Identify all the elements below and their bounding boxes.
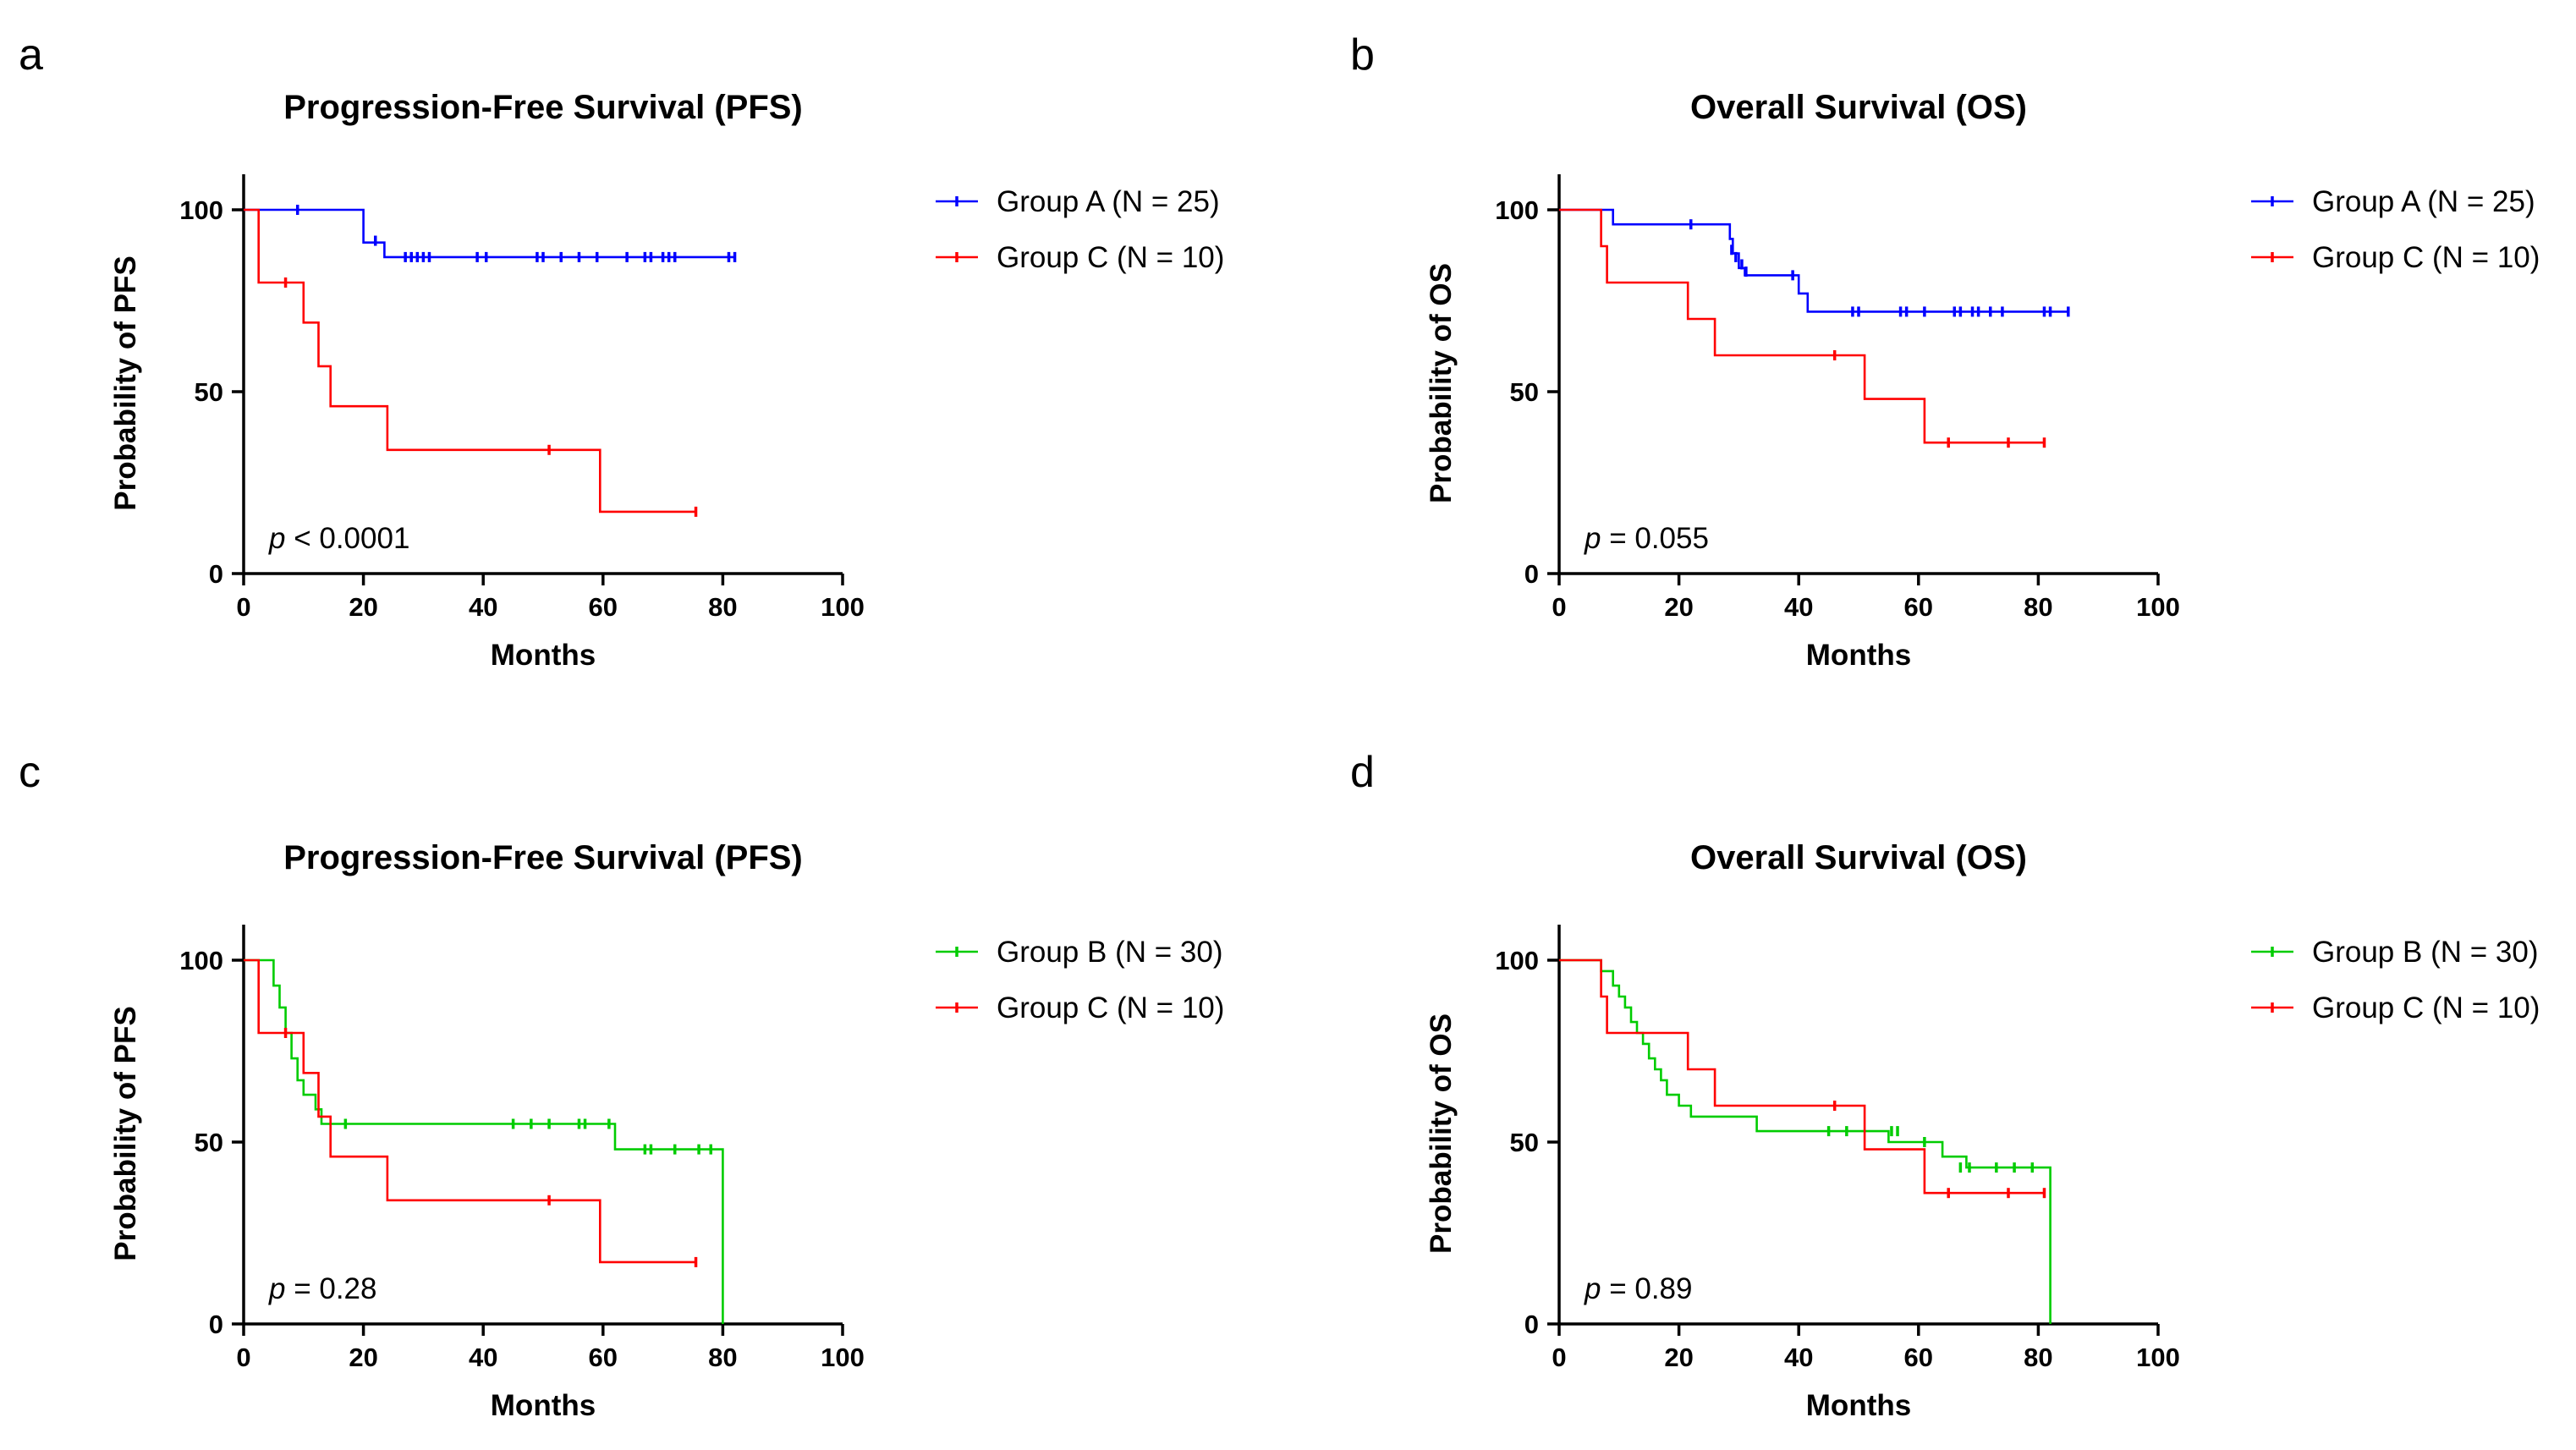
legend-label: Group C (N = 10)	[997, 991, 1224, 1024]
x-tick-label: 100	[821, 592, 865, 622]
series-0: Group A (N = 25)	[1559, 185, 2535, 317]
x-tick-label: 60	[589, 1343, 618, 1372]
series-0: Group A (N = 25)	[244, 185, 1220, 262]
panel-c: c Progression-Free Survival (PFS) 0 20 40 60 8…	[19, 748, 1224, 1422]
survival-curve	[1559, 958, 2045, 1195]
series-1: Group C (N = 10)	[1559, 208, 2540, 448]
x-tick-label: 20	[349, 592, 377, 622]
y-tick-label: 100	[179, 195, 223, 225]
chart-title: Overall Survival (OS)	[1690, 89, 2027, 126]
panel-letter: b	[1350, 30, 1375, 80]
survival-curve	[244, 958, 696, 1264]
series-1: Group C (N = 10)	[244, 958, 1224, 1267]
x-tick-label: 100	[2136, 1343, 2180, 1372]
p-value: < 0.0001	[285, 522, 409, 555]
panel-a: a Progression-Free Survival (PFS) 0 20 40 60 8…	[19, 30, 1224, 672]
y-tick-label: 100	[1495, 946, 1539, 975]
chart-title: Progression-Free Survival (PFS)	[283, 89, 803, 126]
y-tick-label: 0	[1524, 559, 1539, 589]
panel-letter: c	[19, 748, 41, 797]
y-tick-label: 50	[1510, 1128, 1539, 1157]
x-axis-title: Months	[491, 639, 596, 672]
series-0: Group B (N = 30)	[244, 936, 1222, 1324]
x-tick-label: 0	[1552, 592, 1566, 622]
x-tick-label: 80	[2024, 592, 2052, 622]
p-symbol: p	[268, 1272, 285, 1305]
x-axis-title: Months	[1806, 639, 1911, 672]
survival-curve	[1559, 958, 2051, 1324]
y-axis-title: Probability of PFS	[109, 1006, 142, 1261]
p-symbol: p	[268, 522, 285, 555]
p-value: = 0.28	[285, 1272, 376, 1305]
x-tick-label: 0	[236, 592, 250, 622]
y-tick-label: 0	[209, 1310, 223, 1339]
legend-label: Group B (N = 30)	[2312, 936, 2538, 969]
series-1: Group C (N = 10)	[1559, 958, 2540, 1199]
y-tick-label: 50	[195, 377, 223, 407]
p-value-annotation: p = 0.89	[1584, 1272, 1692, 1305]
x-tick-label: 100	[2136, 592, 2180, 622]
x-tick-label: 80	[708, 1343, 737, 1372]
survival-curve	[244, 208, 696, 514]
series-1: Group C (N = 10)	[244, 208, 1224, 517]
x-axis-title: Months	[491, 1389, 596, 1422]
y-tick-label: 0	[209, 559, 223, 589]
x-tick-label: 80	[708, 592, 737, 622]
legend-label: Group A (N = 25)	[997, 185, 1220, 218]
p-symbol: p	[1584, 522, 1601, 555]
panel-d: d Overall Survival (OS) 0 20 40 60 80 100 0 50 100…	[1350, 748, 2540, 1422]
x-tick-label: 20	[349, 1343, 377, 1372]
x-tick-label: 60	[1904, 1343, 1933, 1372]
legend-label: Group A (N = 25)	[2312, 185, 2535, 218]
legend-label: Group C (N = 10)	[997, 241, 1224, 274]
x-tick-label: 40	[1784, 1343, 1813, 1372]
chart-title: Overall Survival (OS)	[1690, 839, 2027, 876]
survival-curve	[244, 958, 724, 1324]
y-tick-label: 50	[1510, 377, 1539, 407]
chart-title: Progression-Free Survival (PFS)	[283, 839, 803, 876]
legend-label: Group C (N = 10)	[2312, 991, 2540, 1024]
survival-curve	[1559, 208, 2045, 444]
x-tick-label: 0	[236, 1343, 250, 1372]
y-tick-label: 100	[179, 946, 223, 975]
p-value-annotation: p = 0.28	[268, 1272, 376, 1305]
y-tick-label: 50	[195, 1128, 223, 1157]
x-tick-label: 40	[1784, 592, 1813, 622]
y-axis-title: Probability of PFS	[109, 255, 142, 510]
survival-curve	[244, 208, 735, 259]
x-tick-label: 20	[1664, 1343, 1693, 1372]
x-tick-label: 40	[469, 1343, 497, 1372]
x-tick-label: 40	[469, 592, 497, 622]
x-tick-label: 60	[589, 592, 618, 622]
legend-label: Group B (N = 30)	[997, 936, 1222, 969]
p-value-annotation: p = 0.055	[1584, 522, 1709, 555]
p-symbol: p	[1584, 1272, 1601, 1305]
panel-letter: a	[19, 30, 43, 80]
p-value-annotation: p < 0.0001	[268, 522, 409, 555]
x-tick-label: 0	[1552, 1343, 1566, 1372]
survival-curve	[1559, 208, 2068, 313]
x-tick-label: 20	[1664, 592, 1693, 622]
p-value: = 0.89	[1601, 1272, 1692, 1305]
x-axis-title: Months	[1806, 1389, 1911, 1422]
y-tick-label: 0	[1524, 1310, 1539, 1339]
y-axis-title: Probability of OS	[1425, 263, 1458, 503]
panel-b: b Overall Survival (OS) 0 20 40 60 80 100 0 50 100…	[1350, 30, 2540, 672]
series-0: Group B (N = 30)	[1559, 936, 2538, 1324]
legend-label: Group C (N = 10)	[2312, 241, 2540, 274]
x-tick-label: 100	[821, 1343, 865, 1372]
panel-letter: d	[1350, 748, 1375, 797]
x-tick-label: 60	[1904, 592, 1933, 622]
y-tick-label: 100	[1495, 195, 1539, 225]
x-tick-label: 80	[2024, 1343, 2052, 1372]
p-value: = 0.055	[1601, 522, 1708, 555]
y-axis-title: Probability of OS	[1425, 1013, 1458, 1254]
